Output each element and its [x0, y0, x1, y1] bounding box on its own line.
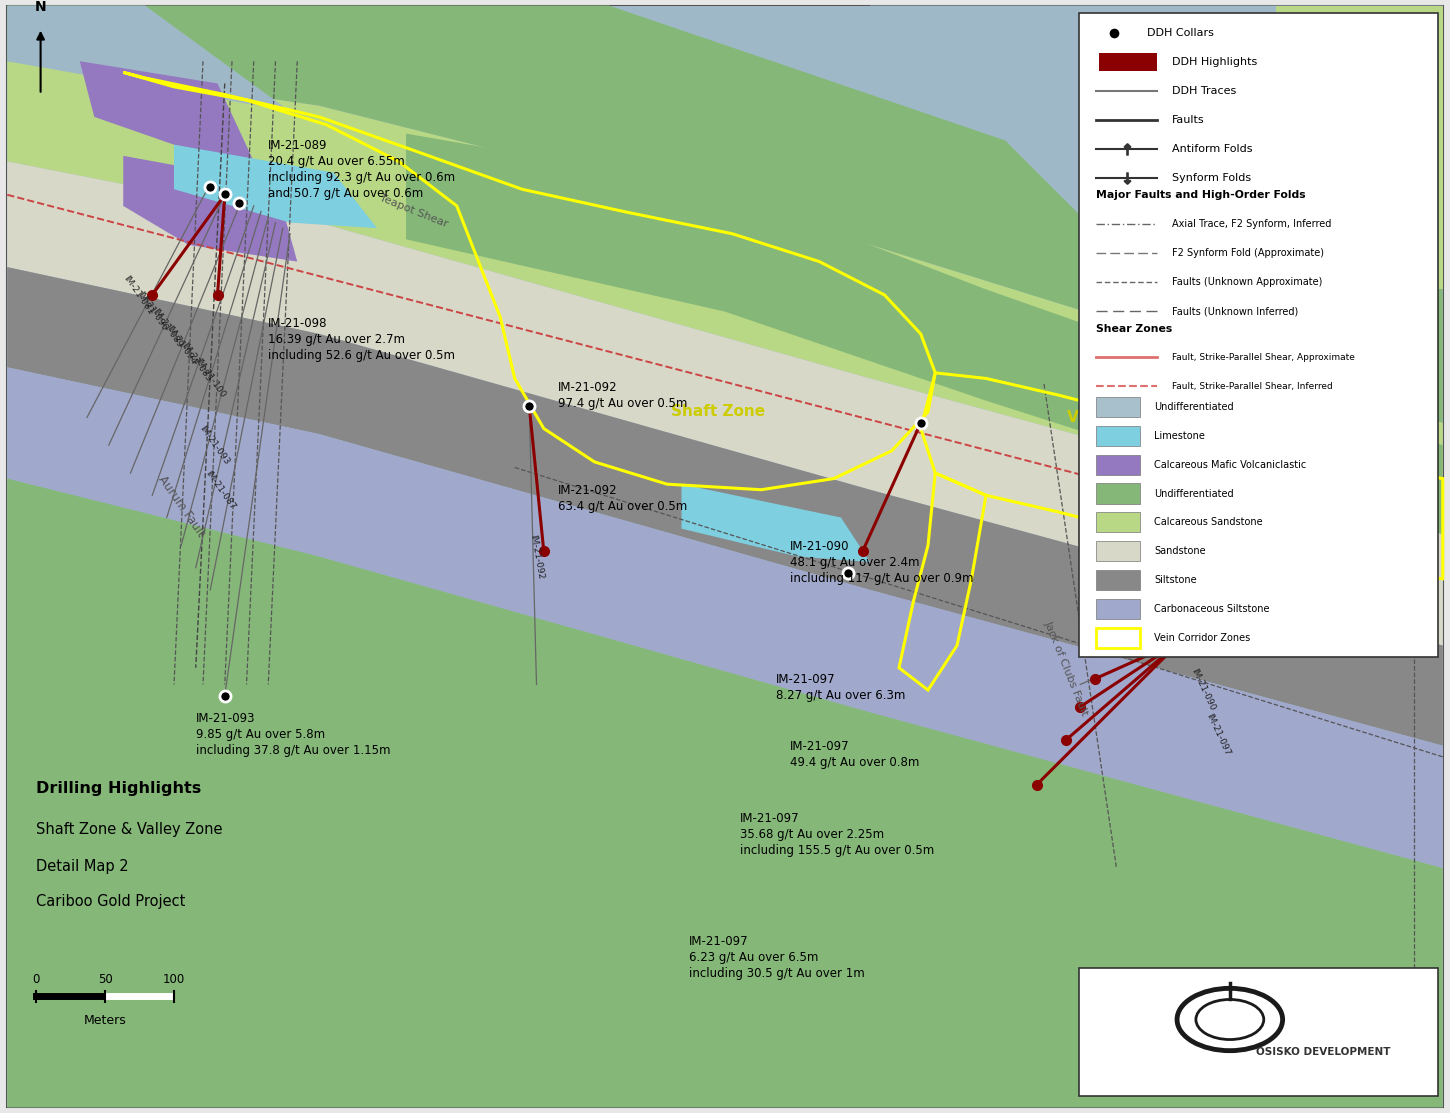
Bar: [1096, 454, 1140, 474]
Text: N: N: [35, 0, 46, 14]
Polygon shape: [406, 134, 1443, 534]
Text: Vein Corridor Zones: Vein Corridor Zones: [1154, 633, 1250, 643]
Text: Undifferentiated: Undifferentiated: [1154, 489, 1234, 499]
Text: IM-21-093: IM-21-093: [197, 424, 232, 466]
Text: Undifferentiated: Undifferentiated: [1154, 402, 1234, 412]
Text: IM-21-089: IM-21-089: [149, 307, 184, 349]
Text: Faults (Unknown Inferred): Faults (Unknown Inferred): [1172, 306, 1298, 316]
Polygon shape: [80, 61, 254, 161]
Polygon shape: [682, 484, 870, 562]
Text: Valley Zone: Valley Zone: [1067, 410, 1166, 425]
Text: IM-21-087: IM-21-087: [203, 469, 238, 511]
Text: IM-21-096: IM-21-096: [135, 290, 170, 333]
Bar: [1096, 628, 1140, 648]
Bar: [1096, 599, 1140, 619]
Text: IM-21-094: IM-21-094: [164, 324, 199, 366]
Bar: [1096, 483, 1140, 503]
Text: IM-21-092
97.4 g/t Au over 0.5m: IM-21-092 97.4 g/t Au over 0.5m: [558, 381, 687, 410]
Polygon shape: [7, 479, 1443, 1107]
Text: Axial Trace, F2 Synform, Inferred: Axial Trace, F2 Synform, Inferred: [1172, 219, 1331, 229]
Text: IM-21-090: IM-21-090: [1190, 668, 1217, 712]
Text: DDH Highlights: DDH Highlights: [1172, 58, 1257, 67]
Text: Drilling Highlights: Drilling Highlights: [36, 781, 202, 796]
Bar: [1096, 425, 1140, 445]
Text: Jack of Clubs Fault: Jack of Clubs Fault: [1043, 619, 1089, 717]
Text: Aurum Fault: Aurum Fault: [155, 473, 207, 540]
Text: Sandstone: Sandstone: [1154, 546, 1206, 556]
Text: Major Faults and High-Order Folds: Major Faults and High-Order Folds: [1096, 190, 1306, 200]
Text: IM-21-092: IM-21-092: [528, 533, 545, 580]
Text: DDH Traces: DDH Traces: [1172, 87, 1235, 96]
Text: IM-21-097
6.23 g/t Au over 6.5m
including 30.5 g/t Au over 1m: IM-21-097 6.23 g/t Au over 6.5m includin…: [689, 935, 864, 979]
Polygon shape: [7, 6, 1443, 423]
Text: Shaft Zone: Shaft Zone: [671, 404, 764, 420]
Text: Faults (Unknown Approximate): Faults (Unknown Approximate): [1172, 277, 1322, 287]
Text: IM-21-092
63.4 g/t Au over 0.5m: IM-21-092 63.4 g/t Au over 0.5m: [558, 484, 687, 513]
Text: Siltstone: Siltstone: [1154, 575, 1196, 585]
Bar: [1096, 570, 1140, 590]
Text: IM-21-093
9.85 g/t Au over 5.8m
including 37.8 g/t Au over 1.15m: IM-21-093 9.85 g/t Au over 5.8m includin…: [196, 712, 390, 757]
Text: IM-21-085: IM-21-085: [178, 341, 213, 383]
Text: IM-21-097
34.03 g/t Au over 1m
including 48.7 g/t Au over 0.5m: IM-21-097 34.03 g/t Au over 1m including…: [1095, 401, 1282, 445]
Text: Detail Map 2: Detail Map 2: [36, 859, 129, 874]
Polygon shape: [7, 367, 1443, 868]
Text: Calcareous Sandstone: Calcareous Sandstone: [1154, 518, 1263, 528]
Bar: [1096, 396, 1140, 416]
Text: Synform Folds: Synform Folds: [1172, 174, 1251, 183]
Text: Fault, Strike-Parallel Shear, Inferred: Fault, Strike-Parallel Shear, Inferred: [1172, 382, 1333, 391]
Bar: [1079, 968, 1438, 1096]
Bar: [1096, 512, 1140, 532]
Polygon shape: [7, 161, 1443, 646]
Bar: [1096, 541, 1140, 561]
Bar: [1099, 53, 1157, 71]
Text: IM-21-100: IM-21-100: [193, 357, 228, 400]
Text: Shaft Zone & Valley Zone: Shaft Zone & Valley Zone: [36, 823, 223, 837]
Text: 100: 100: [162, 973, 186, 986]
Text: IM-21-097
49.4 g/t Au over 0.8m: IM-21-097 49.4 g/t Au over 0.8m: [790, 740, 919, 769]
Polygon shape: [123, 156, 297, 262]
Text: Carbonaceous Siltstone: Carbonaceous Siltstone: [1154, 604, 1270, 614]
Text: Limestone: Limestone: [1154, 431, 1205, 441]
Text: IM-21-081: IM-21-081: [120, 274, 155, 316]
Text: IM-21-090
48.1 g/t Au over 2.4m
including 117 g/t Au over 0.9m: IM-21-090 48.1 g/t Au over 2.4m includin…: [790, 540, 974, 584]
Polygon shape: [7, 6, 290, 111]
Polygon shape: [174, 145, 377, 228]
Text: 1 Fault: 1 Fault: [1404, 483, 1415, 519]
Text: Cariboo Gold Project: Cariboo Gold Project: [36, 895, 186, 909]
Polygon shape: [1276, 6, 1443, 289]
Text: IM-21-097
35.68 g/t Au over 2.25m
including 155.5 g/t Au over 0.5m: IM-21-097 35.68 g/t Au over 2.25m includ…: [740, 812, 934, 857]
Text: Meters: Meters: [84, 1014, 126, 1027]
Text: F2 Synform Fold (Approximate): F2 Synform Fold (Approximate): [1172, 248, 1324, 258]
Text: 50: 50: [97, 973, 113, 986]
Text: Fault, Strike-Parallel Shear, Approximate: Fault, Strike-Parallel Shear, Approximat…: [1172, 353, 1354, 362]
Text: Faults: Faults: [1172, 116, 1204, 125]
Bar: [1079, 13, 1438, 657]
Text: 0: 0: [32, 973, 41, 986]
Text: IM-21-097
8.27 g/t Au over 6.3m: IM-21-097 8.27 g/t Au over 6.3m: [776, 673, 905, 702]
Text: IM-21-089
20.4 g/t Au over 6.55m
including 92.3 g/t Au over 0.6m
and 50.7 g/t Au: IM-21-089 20.4 g/t Au over 6.55m includi…: [268, 139, 455, 200]
Text: OSISKO DEVELOPMENT: OSISKO DEVELOPMENT: [1256, 1046, 1391, 1056]
Text: IM-21-090
5.5 g/t Au over 12.25m
including 54.5 g/t Au over 0.9m: IM-21-090 5.5 g/t Au over 12.25m includi…: [1095, 534, 1282, 579]
Text: Calcareous Mafic Volcaniclastic: Calcareous Mafic Volcaniclastic: [1154, 460, 1306, 470]
Text: Teapot Shear: Teapot Shear: [377, 194, 450, 229]
Polygon shape: [7, 61, 1443, 534]
Polygon shape: [7, 267, 1443, 746]
Text: DDH Collars: DDH Collars: [1147, 29, 1214, 38]
Text: IM-21-098
16.39 g/t Au over 2.7m
including 52.6 g/t Au over 0.5m: IM-21-098 16.39 g/t Au over 2.7m includi…: [268, 317, 455, 362]
Text: IM-21-097: IM-21-097: [1205, 712, 1231, 757]
Text: Shear Zones: Shear Zones: [1096, 324, 1173, 334]
Polygon shape: [870, 6, 1443, 289]
Text: Antiform Folds: Antiform Folds: [1172, 145, 1253, 154]
